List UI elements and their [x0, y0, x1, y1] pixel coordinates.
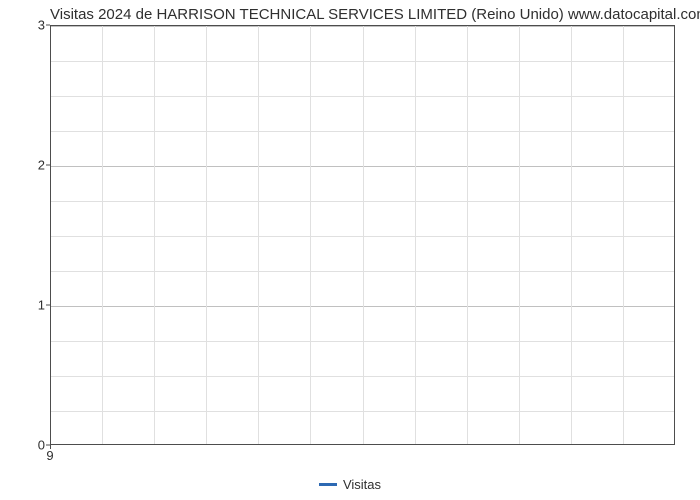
grid-v-minor [310, 26, 311, 445]
y-tick-mark [46, 305, 50, 306]
grid-v-minor [519, 26, 520, 445]
legend-label-visitas: Visitas [343, 477, 381, 492]
y-tick-label: 2 [25, 158, 45, 173]
grid-v-minor [258, 26, 259, 445]
y-axis [50, 26, 51, 445]
grid-v-minor [206, 26, 207, 445]
chart-title: Visitas 2024 de HARRISON TECHNICAL SERVI… [50, 6, 700, 23]
grid-v-minor [415, 26, 416, 445]
x-tick-label: 9 [46, 448, 53, 463]
visits-chart: Visitas 2024 de HARRISON TECHNICAL SERVI… [0, 0, 700, 500]
grid-v-minor [363, 26, 364, 445]
grid-v-minor [623, 26, 624, 445]
y-tick-label: 1 [25, 298, 45, 313]
grid-v-minor [467, 26, 468, 445]
grid-v-minor [571, 26, 572, 445]
y-tick-label: 0 [25, 438, 45, 453]
y-tick-mark [46, 25, 50, 26]
y-tick-mark [46, 165, 50, 166]
legend-swatch-visitas [319, 483, 337, 486]
x-axis [50, 444, 674, 445]
y-tick-label: 3 [25, 18, 45, 33]
grid-v-minor [102, 26, 103, 445]
grid-v-minor [154, 26, 155, 445]
plot-area [50, 25, 675, 445]
legend: Visitas [0, 476, 700, 492]
x-tick-mark [50, 445, 51, 449]
